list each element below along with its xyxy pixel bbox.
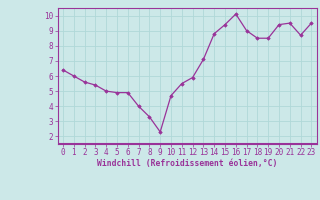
X-axis label: Windchill (Refroidissement éolien,°C): Windchill (Refroidissement éolien,°C) — [97, 159, 277, 168]
